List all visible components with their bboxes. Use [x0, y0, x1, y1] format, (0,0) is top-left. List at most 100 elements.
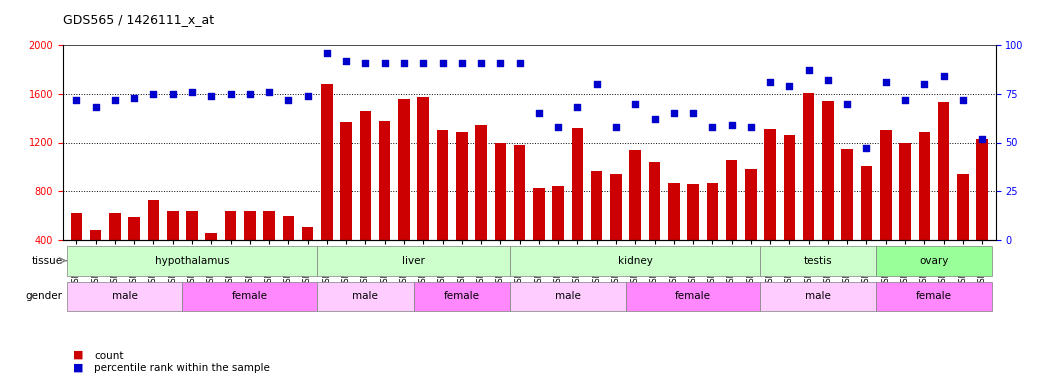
Bar: [244, 211, 256, 289]
Point: [300, 93, 316, 99]
Point: [935, 73, 952, 79]
Point: [434, 60, 451, 66]
Point: [261, 89, 278, 95]
Point: [742, 124, 759, 130]
Point: [530, 110, 547, 116]
Bar: [745, 170, 757, 289]
Text: female: female: [443, 291, 480, 301]
Text: count: count: [94, 351, 124, 361]
FancyBboxPatch shape: [510, 246, 761, 276]
Point: [955, 97, 971, 103]
Point: [473, 60, 489, 66]
Bar: [514, 145, 525, 289]
Text: female: female: [916, 291, 952, 301]
Bar: [129, 217, 140, 289]
Point: [608, 124, 625, 130]
Bar: [476, 125, 487, 289]
Text: ovary: ovary: [919, 256, 948, 266]
Text: female: female: [232, 291, 268, 301]
Point: [684, 110, 701, 116]
Bar: [803, 93, 814, 289]
Bar: [630, 150, 641, 289]
Bar: [533, 188, 545, 289]
Point: [569, 104, 586, 110]
FancyBboxPatch shape: [67, 282, 182, 311]
Bar: [456, 132, 467, 289]
Bar: [918, 132, 930, 289]
Bar: [610, 174, 621, 289]
Bar: [437, 130, 449, 289]
FancyBboxPatch shape: [318, 246, 510, 276]
FancyBboxPatch shape: [510, 282, 626, 311]
Bar: [571, 128, 583, 289]
Point: [704, 124, 721, 130]
Bar: [379, 121, 391, 289]
Text: testis: testis: [804, 256, 832, 266]
FancyBboxPatch shape: [182, 282, 318, 311]
Bar: [706, 183, 718, 289]
Text: ■: ■: [73, 350, 84, 360]
Bar: [977, 139, 988, 289]
FancyBboxPatch shape: [761, 282, 876, 311]
FancyBboxPatch shape: [626, 282, 761, 311]
Bar: [938, 102, 949, 289]
FancyBboxPatch shape: [67, 246, 318, 276]
Bar: [726, 160, 738, 289]
Point: [87, 104, 104, 110]
Point: [897, 97, 914, 103]
Point: [974, 136, 990, 142]
Bar: [552, 186, 564, 289]
Point: [280, 97, 297, 103]
Bar: [495, 142, 506, 289]
Text: male: male: [352, 291, 378, 301]
Point: [781, 83, 798, 89]
Bar: [341, 122, 352, 289]
Bar: [880, 130, 892, 289]
Point: [801, 68, 817, 74]
Bar: [302, 226, 313, 289]
Point: [376, 60, 393, 66]
Point: [665, 110, 682, 116]
FancyBboxPatch shape: [318, 282, 414, 311]
FancyBboxPatch shape: [414, 282, 510, 311]
Point: [550, 124, 567, 130]
Bar: [263, 211, 275, 289]
Point: [165, 91, 181, 97]
Text: hypothalamus: hypothalamus: [155, 256, 230, 266]
Bar: [90, 230, 102, 289]
Point: [145, 91, 161, 97]
Point: [357, 60, 374, 66]
Bar: [842, 148, 853, 289]
Text: percentile rank within the sample: percentile rank within the sample: [94, 363, 270, 373]
Point: [337, 58, 354, 64]
Bar: [359, 111, 371, 289]
Text: female: female: [675, 291, 711, 301]
Bar: [417, 98, 429, 289]
FancyBboxPatch shape: [876, 282, 991, 311]
Text: male: male: [805, 291, 831, 301]
Point: [877, 79, 894, 85]
Bar: [823, 101, 834, 289]
Text: GDS565 / 1426111_x_at: GDS565 / 1426111_x_at: [63, 13, 214, 26]
Point: [647, 116, 663, 122]
Bar: [899, 142, 911, 289]
Bar: [109, 213, 121, 289]
Point: [762, 79, 779, 85]
Point: [415, 60, 432, 66]
Text: liver: liver: [402, 256, 425, 266]
Point: [627, 100, 643, 106]
Bar: [148, 200, 159, 289]
Point: [838, 100, 855, 106]
Bar: [167, 211, 178, 289]
Bar: [283, 216, 294, 289]
Point: [916, 81, 933, 87]
Bar: [649, 162, 660, 289]
Point: [183, 89, 200, 95]
Text: ■: ■: [73, 363, 84, 372]
Point: [492, 60, 508, 66]
FancyBboxPatch shape: [761, 246, 876, 276]
Bar: [70, 213, 82, 289]
Bar: [764, 129, 776, 289]
Point: [222, 91, 239, 97]
Point: [241, 91, 258, 97]
